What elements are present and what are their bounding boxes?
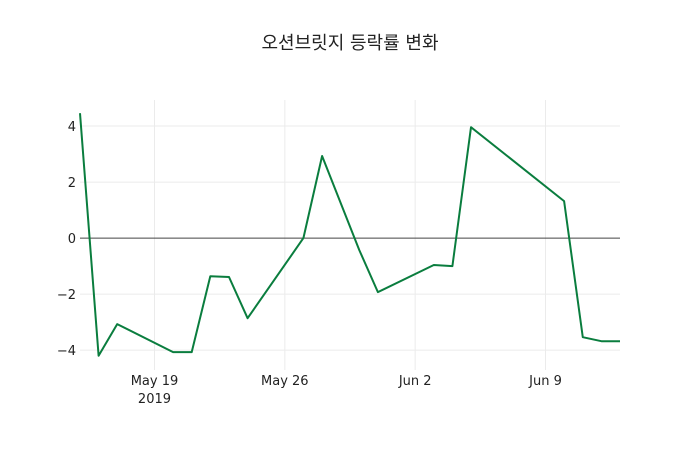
grid xyxy=(80,100,620,370)
y-tick-label: −4 xyxy=(57,344,76,359)
x-tick-label: May 19 xyxy=(131,374,179,389)
series xyxy=(79,113,620,357)
x-tick-label: May 26 xyxy=(261,374,309,389)
x-tick-label: Jun 9 xyxy=(528,374,562,389)
chart-title: 오션브릿지 등락률 변화 xyxy=(261,33,438,54)
series-line xyxy=(79,113,620,357)
x-tick-label: Jun 2 xyxy=(398,374,432,389)
y-tick-label: 2 xyxy=(68,176,76,191)
x-tick-sublabel: 2019 xyxy=(138,392,171,407)
y-tick-label: −2 xyxy=(57,288,76,303)
y-axis: 4 2 0 −2 −4 xyxy=(57,120,76,359)
x-axis: May 19 2019 May 26 Jun 2 Jun 9 xyxy=(131,374,562,407)
y-tick-label: 0 xyxy=(68,232,76,247)
y-tick-label: 4 xyxy=(68,120,76,135)
